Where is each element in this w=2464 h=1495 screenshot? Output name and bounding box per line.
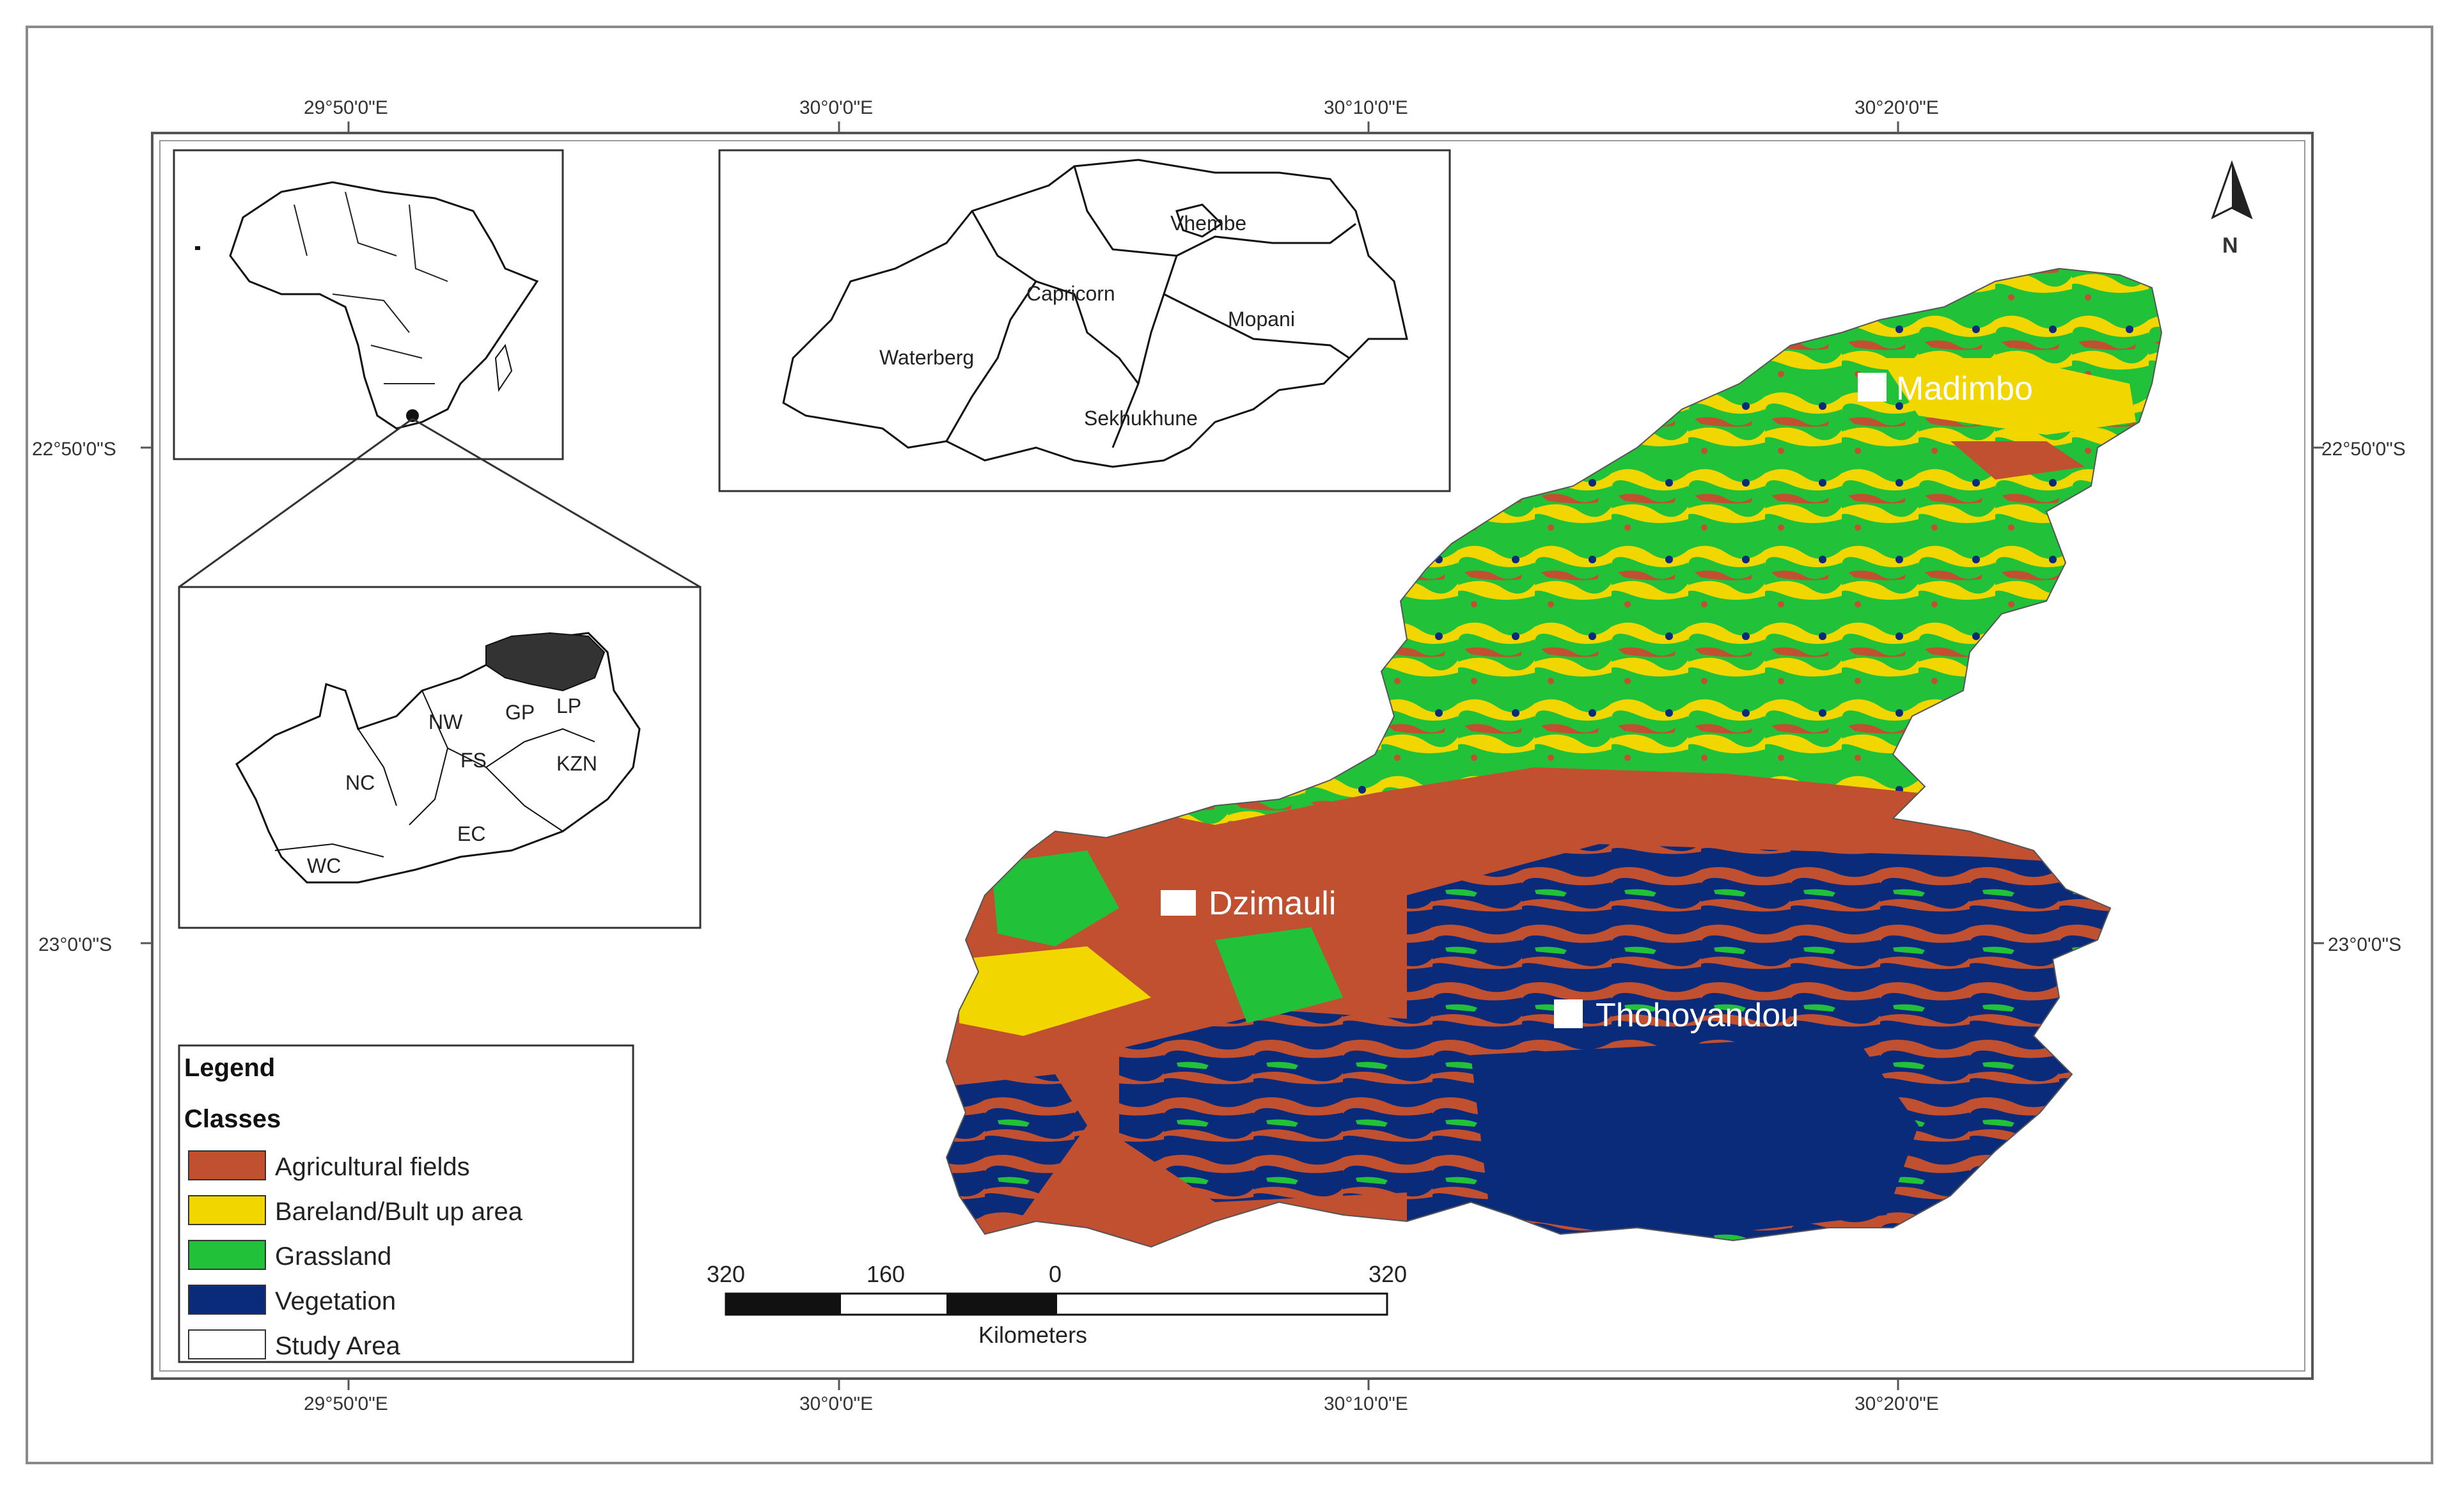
- coord-top-3: 30°10'0"E: [1324, 97, 1408, 118]
- town-dzimauli-label: Dzimauli: [1209, 885, 1336, 922]
- coord-left-1: 22°50'0"S: [32, 439, 116, 460]
- legend: Legend Classes Agricultural fields Barela…: [178, 1044, 634, 1363]
- scale-tick-4: 320: [1369, 1261, 1407, 1287]
- north-arrow-icon: N: [2211, 160, 2253, 258]
- province-ec: EC: [457, 822, 485, 845]
- coord-top-2: 30°0'0"E: [799, 97, 873, 118]
- coord-left-2: 23°0'0"S: [38, 934, 112, 955]
- province-lp: LP: [556, 694, 581, 717]
- scale-tick-2: 160: [867, 1261, 905, 1287]
- district-sekhukhune: Sekhukhune: [1084, 407, 1198, 430]
- province-nw: NW: [428, 710, 463, 733]
- province-kzn: KZN: [556, 752, 597, 775]
- legend-swatch-0: [188, 1150, 266, 1180]
- scale-unit: Kilometers: [978, 1322, 1087, 1348]
- coord-bottom-1: 29°50'0"E: [304, 1393, 388, 1414]
- south-africa-inset: NW NC FS KZN EC WC GP LP: [178, 586, 702, 929]
- legend-label-0: Agricultural fields: [275, 1153, 470, 1181]
- legend-swatch-2: [188, 1240, 266, 1270]
- town-thohoyandou: Thohoyandou: [1554, 997, 1799, 1034]
- africa-inset: [173, 149, 564, 460]
- province-nc: NC: [345, 771, 375, 794]
- coord-top-1: 29°50'0"E: [304, 97, 388, 118]
- town-dzimauli: Dzimauli: [1161, 885, 1336, 922]
- legend-title: Legend: [184, 1054, 275, 1082]
- province-fs: FS: [460, 749, 487, 772]
- district-waterberg: Waterberg: [879, 346, 974, 369]
- study-area-outline: [945, 267, 2163, 1248]
- coord-bottom-4: 30°20'0"E: [1855, 1393, 1939, 1414]
- legend-label-2: Grassland: [275, 1242, 391, 1271]
- province-wc: WC: [307, 854, 341, 877]
- legend-label-1: Bareland/Bult up area: [275, 1198, 523, 1226]
- province-gp: GP: [505, 701, 535, 724]
- town-thohoyandou-label: Thohoyandou: [1596, 997, 1799, 1034]
- legend-swatch-4: [188, 1329, 266, 1359]
- district-capricorn: Capricorn: [1026, 282, 1115, 305]
- town-madimbo-label: Madimbo: [1896, 370, 2033, 407]
- coord-top-4: 30°20'0"E: [1855, 97, 1939, 118]
- scale-tick-1: 320: [707, 1261, 745, 1287]
- map-frame: [151, 132, 2314, 1380]
- scale-tick-3: 0: [1049, 1261, 1062, 1287]
- coord-bottom-2: 30°0'0"E: [799, 1393, 873, 1414]
- district-vhembe: Vhembe: [1170, 212, 1246, 235]
- outer-frame: [26, 26, 2433, 1464]
- coord-right-2: 23°0'0"S: [2328, 934, 2401, 955]
- town-madimbo: Madimbo: [1858, 370, 2033, 407]
- coord-right-1: 22°50'0"S: [2321, 439, 2406, 460]
- north-label: N: [2222, 233, 2238, 258]
- legend-label-3: Vegetation: [275, 1287, 396, 1315]
- legend-swatch-3: [188, 1285, 266, 1315]
- district-mopani: Mopani: [1228, 308, 1295, 331]
- limpopo-inset: Vhembe Capricorn Mopani Waterberg Sekhuk…: [718, 149, 1451, 492]
- scale-bar: 320 160 0 320 Kilometers: [707, 1261, 1407, 1348]
- coord-bottom-3: 30°10'0"E: [1324, 1393, 1408, 1414]
- legend-label-4: Study Area: [275, 1332, 400, 1360]
- legend-subtitle: Classes: [184, 1105, 281, 1133]
- coordinate-ticks: [141, 121, 2324, 1390]
- legend-swatch-1: [188, 1195, 266, 1225]
